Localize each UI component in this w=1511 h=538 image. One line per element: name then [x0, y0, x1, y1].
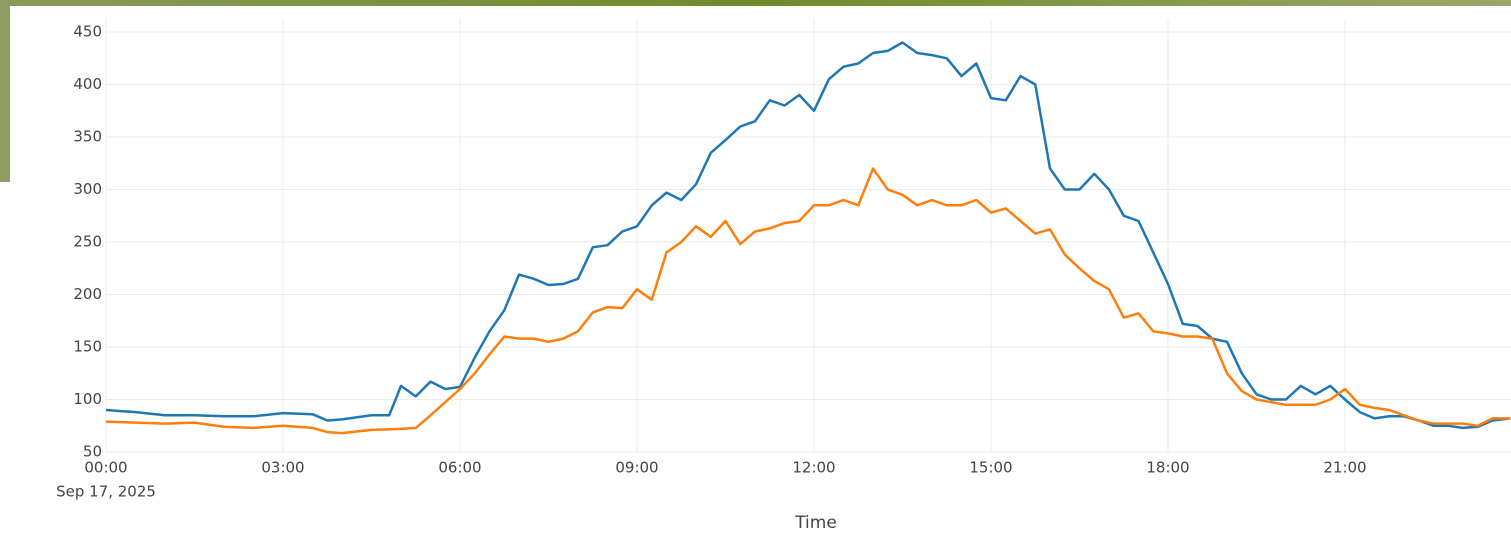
date-label: Sep 17, 2025 [56, 483, 156, 501]
y-tick-label: 100 [73, 390, 102, 408]
y-tick-label: 300 [73, 180, 102, 198]
x-tick-label: 18:00 [1146, 459, 1189, 477]
series-line [105, 167, 1511, 435]
series-line [105, 41, 1511, 430]
y-tick-label: 50 [83, 443, 102, 461]
y-tick-label: 200 [73, 285, 102, 303]
x-tick-label: 12:00 [792, 459, 835, 477]
x-tick-label: 09:00 [615, 459, 658, 477]
x-tick-label: 06:00 [438, 459, 481, 477]
background-strip [0, 0, 1511, 6]
y-tick-label: 400 [73, 75, 102, 93]
x-tick-label: 15:00 [969, 459, 1012, 477]
y-tick-label: 450 [73, 23, 102, 41]
x-tick-label: 03:00 [261, 459, 304, 477]
y-tick-label: 150 [73, 338, 102, 356]
y-tick-label: 250 [73, 233, 102, 251]
background-side [0, 0, 10, 182]
x-tick-label: 00:00 [84, 459, 127, 477]
x-axis-title: Time [794, 513, 837, 533]
y-tick-label: 350 [73, 128, 102, 146]
x-tick-label: 21:00 [1323, 459, 1366, 477]
